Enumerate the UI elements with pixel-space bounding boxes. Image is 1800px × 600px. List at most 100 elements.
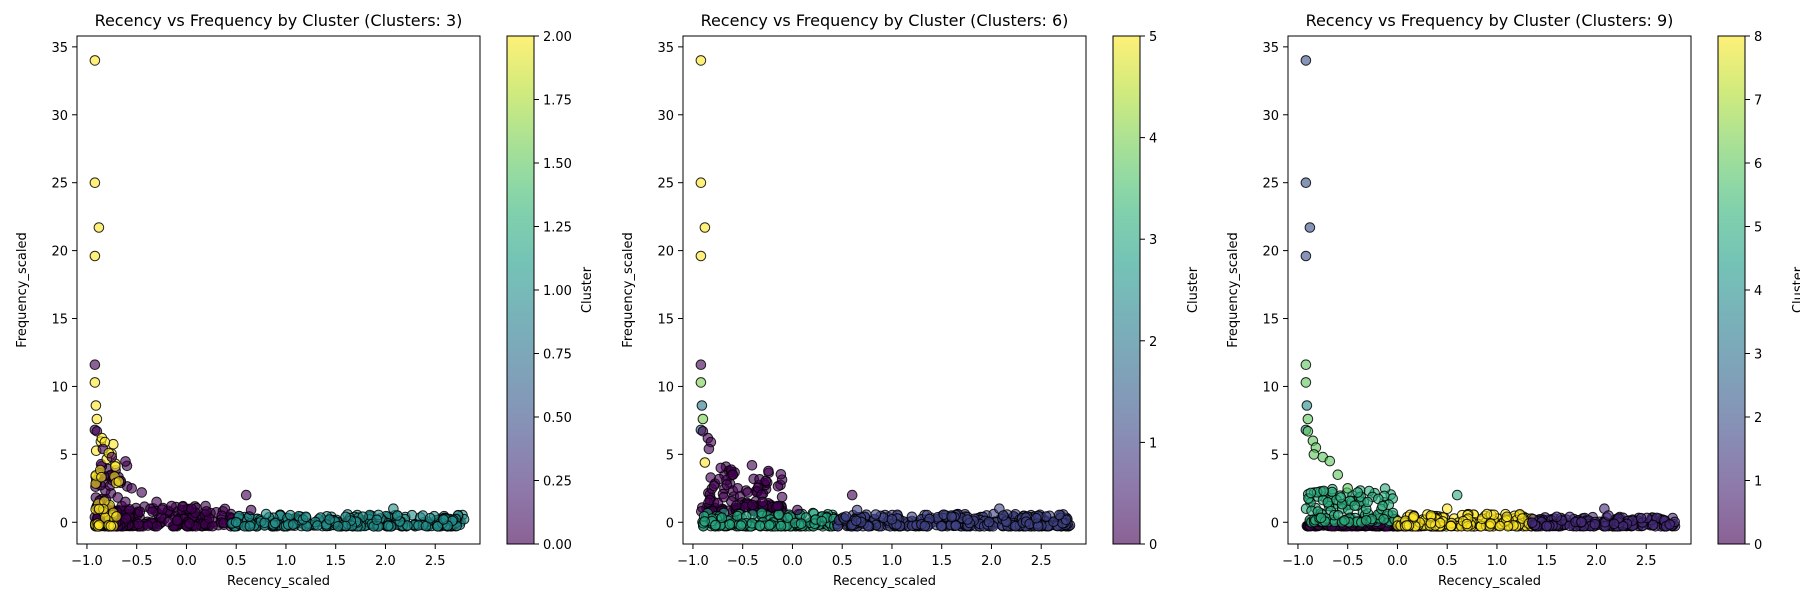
chart-title: Recency vs Frequency by Cluster (Cluster…	[95, 11, 463, 30]
data-point	[382, 520, 394, 532]
x-tick-label: 2.0	[375, 554, 396, 569]
data-point	[340, 511, 352, 523]
colorbar-tick-label: 3	[1754, 348, 1762, 363]
data-point	[962, 514, 973, 525]
plot-frame	[76, 35, 481, 545]
colorbar-tick-label: 0.25	[543, 475, 572, 490]
data-point	[695, 377, 707, 388]
data-point	[312, 520, 323, 531]
data-point	[1300, 55, 1312, 66]
colorbar-tick-label: 0.00	[543, 538, 572, 553]
data-point	[1445, 520, 1457, 532]
data-point	[133, 518, 144, 530]
y-tick-label: 5	[60, 448, 68, 463]
data-point	[1322, 497, 1334, 508]
data-point	[120, 456, 131, 467]
colorbar-tick-label: 1	[1754, 475, 1762, 490]
data-point	[1315, 512, 1327, 524]
data-point	[89, 359, 101, 371]
data-point	[332, 521, 344, 532]
data-point	[184, 518, 195, 529]
x-tick-label: 2.5	[1031, 554, 1052, 569]
data-point	[703, 443, 715, 455]
data-point	[732, 483, 744, 494]
data-point	[850, 515, 862, 527]
data-point	[163, 516, 174, 528]
data-point	[147, 506, 158, 518]
data-point	[919, 520, 931, 532]
colorbar-tick-label: 2	[1754, 411, 1762, 426]
data-point	[89, 55, 101, 66]
data-point	[715, 462, 727, 474]
data-point	[1425, 517, 1437, 529]
data-point	[1603, 510, 1614, 521]
y-tick-label: 10	[1262, 380, 1279, 395]
data-point	[157, 504, 168, 515]
data-point	[1434, 517, 1446, 529]
data-point	[906, 511, 918, 523]
colorbar-tick-label: 1	[1149, 436, 1157, 451]
x-tick-label: 1.5	[1536, 554, 1557, 569]
data-point	[120, 512, 132, 524]
data-point	[112, 492, 123, 503]
data-point	[1349, 500, 1360, 512]
data-point	[259, 517, 271, 529]
data-point	[763, 465, 774, 477]
x-tick-label: 0.5	[1437, 554, 1458, 569]
data-point	[1576, 516, 1587, 528]
data-point	[1378, 513, 1389, 525]
x-axis-label: Recency_scaled	[833, 574, 936, 589]
data-point	[126, 483, 137, 494]
x-tick-label: 0.0	[1387, 554, 1408, 569]
scatter-points	[1300, 55, 1681, 532]
data-point	[1501, 511, 1513, 523]
data-point	[245, 504, 257, 516]
colorbar	[1112, 35, 1141, 545]
y-tick-label: 10	[657, 380, 674, 395]
data-point	[851, 504, 863, 516]
y-tick-label: 5	[1271, 448, 1279, 463]
data-point	[91, 413, 103, 425]
y-axis-label: Frequency_scaled	[1226, 232, 1241, 347]
data-point	[1318, 485, 1329, 497]
y-tick-label: 15	[657, 313, 674, 328]
data-point	[1451, 489, 1463, 501]
data-point	[166, 500, 177, 512]
colorbar-tick-label: 6	[1754, 157, 1762, 172]
colorbar-tick-label: 7	[1754, 94, 1762, 109]
data-point	[186, 503, 197, 515]
data-point	[324, 514, 335, 525]
colorbar-tick-label: 5	[1754, 221, 1762, 236]
data-point	[1324, 455, 1336, 467]
x-tick-label: 2.5	[1636, 554, 1657, 569]
y-tick-label: 0	[1271, 516, 1279, 531]
colorbar-tick-label: 0	[1754, 538, 1762, 553]
y-tick-label: 15	[51, 313, 68, 328]
data-point	[1401, 520, 1413, 531]
data-point	[93, 503, 105, 515]
data-point	[936, 520, 947, 532]
x-tick-label: 0.0	[176, 554, 197, 569]
colorbar-tick-label: 4	[1754, 284, 1762, 299]
data-point	[90, 400, 102, 411]
y-tick-label: 10	[51, 380, 68, 395]
data-point	[756, 507, 768, 519]
data-point	[950, 520, 962, 532]
data-point	[1300, 377, 1312, 388]
data-point	[775, 469, 787, 480]
data-point	[708, 480, 720, 492]
data-point	[1300, 250, 1312, 262]
data-point	[1304, 222, 1316, 233]
data-point	[89, 177, 101, 188]
data-point	[136, 487, 147, 498]
data-point	[96, 471, 107, 483]
data-point	[1054, 509, 1065, 521]
data-point	[776, 491, 788, 503]
data-point	[696, 400, 708, 411]
data-point	[695, 359, 707, 371]
data-point	[742, 487, 754, 498]
data-point	[1608, 518, 1620, 530]
x-tick-label: 0.5	[226, 554, 247, 569]
data-point	[201, 506, 212, 517]
data-point	[111, 511, 122, 522]
